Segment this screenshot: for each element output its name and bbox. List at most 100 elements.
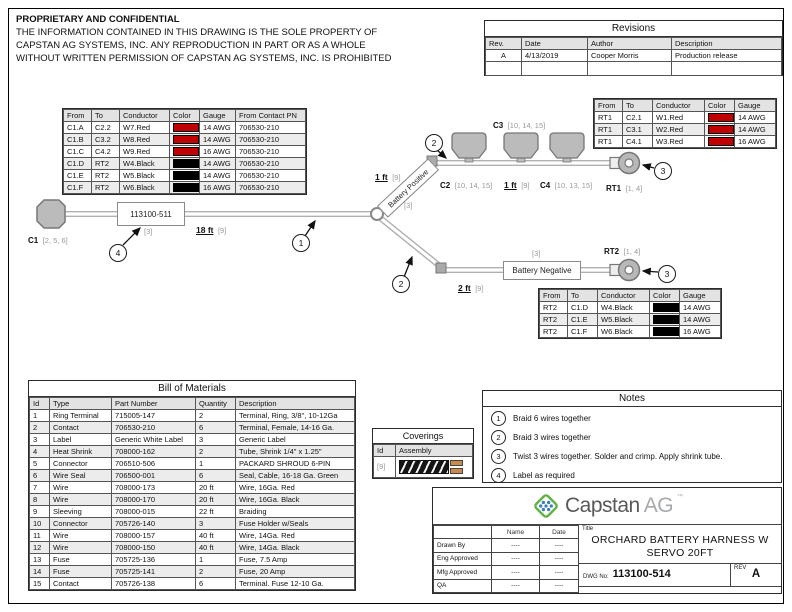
title-block: Capstan AG ™ Name Date Drawn By ---- ---- … bbox=[432, 487, 782, 594]
cell-from: RT2 bbox=[539, 313, 568, 326]
wire-row: C1.E RT2 W5.Black 14 AWG 706530-210 bbox=[63, 169, 306, 182]
cell-quantity: 6 bbox=[195, 576, 236, 590]
cell-quantity: 3 bbox=[195, 516, 236, 530]
covering-row: [9] bbox=[373, 455, 473, 478]
cell-description: Wire, 16Ga. Black bbox=[235, 492, 355, 506]
dwg-number: 113100-514 bbox=[612, 567, 671, 580]
cell-approval-date: ---- bbox=[539, 565, 579, 580]
note-item: 3 Twist 3 wires together. Solder and cri… bbox=[491, 448, 781, 464]
cell-conductor: W2.Red bbox=[652, 123, 705, 136]
col-conductor: Conductor bbox=[652, 99, 705, 112]
cell-to: RT2 bbox=[91, 181, 120, 194]
cell-gauge: 14 AWG bbox=[199, 157, 236, 170]
color-swatch bbox=[708, 125, 734, 134]
cell-approval-name: ---- bbox=[491, 578, 540, 594]
bom-row: 3 Label Generic White Label 3 Generic La… bbox=[29, 432, 355, 446]
label-rt1: RT1 [1, 4] bbox=[606, 184, 643, 193]
cell-id: 8 bbox=[29, 492, 50, 506]
proprietary-line: CAPSTAN AG SYSTEMS, INC. ANY REPRODUCTIO… bbox=[16, 40, 366, 51]
cell-id: 9 bbox=[29, 504, 50, 518]
col-date: Date bbox=[539, 524, 579, 540]
arrow-callout-4 bbox=[122, 227, 141, 246]
title-block-body: Name Date Drawn By ---- ---- Eng Approve… bbox=[433, 524, 781, 594]
color-swatch bbox=[653, 327, 679, 336]
cell-type: Wire bbox=[49, 540, 112, 554]
cell-color bbox=[649, 325, 680, 338]
label-c1: C1 [2, 5, 6] bbox=[28, 236, 68, 245]
cell-gauge: 14 AWG bbox=[199, 133, 236, 146]
dwg-number-cell: DWG No: 113100-514 bbox=[579, 564, 730, 586]
fuse-holder-c2 bbox=[451, 132, 487, 163]
note-number-circle: 4 bbox=[491, 467, 506, 483]
cell-to: C2.1 bbox=[622, 111, 653, 124]
col-description: Description bbox=[235, 396, 355, 410]
cell-description: Fuse, 20 Amp bbox=[235, 564, 355, 578]
rt1-table: From To Conductor Color Gauge RT1 C2.1 W… bbox=[594, 99, 776, 148]
cell-quantity: 40 ft bbox=[195, 540, 236, 554]
cell-from: C1.E bbox=[63, 169, 92, 182]
c1-wire-rows: C1.A C2.2 W7.Red 14 AWG 706530-210 C1.B … bbox=[63, 121, 306, 194]
cell-approval-date: ---- bbox=[539, 578, 579, 594]
label-rt2: RT2 [1, 4] bbox=[604, 247, 641, 256]
cell-description: Terminal, Ring, 3/8", 10-12Ga bbox=[235, 408, 355, 422]
callout-4: 4 bbox=[109, 244, 127, 262]
cell-approval-name: ---- bbox=[491, 565, 540, 580]
dim-positive: 1 ft [9] bbox=[375, 172, 401, 182]
color-swatch bbox=[708, 113, 734, 122]
cell-to: C4.2 bbox=[91, 145, 120, 158]
cell-color bbox=[169, 169, 200, 182]
cell-part-number: 705725-141 bbox=[111, 564, 196, 578]
col-author: Author bbox=[587, 36, 672, 50]
cell-description: Seal, Cable, 16-18 Ga. Green bbox=[235, 468, 355, 482]
cell-pn: 706530-210 bbox=[235, 145, 306, 158]
cell-id: 13 bbox=[29, 552, 50, 566]
cell-quantity: 40 ft bbox=[195, 528, 236, 542]
note-text: Braid 3 wires together bbox=[513, 432, 591, 442]
rev-value: A bbox=[751, 568, 761, 580]
cell-gauge: 16 AWG bbox=[199, 145, 236, 158]
wire-row: C1.C C4.2 W9.Red 16 AWG 706530-210 bbox=[63, 145, 306, 158]
wire-row: RT2 C1.F W6.Black 16 AWG bbox=[539, 325, 721, 338]
bend-square-negative bbox=[435, 262, 447, 274]
approval-row: Mfg Approved ---- ---- bbox=[433, 565, 579, 580]
bom-row: 13 Fuse 705725-136 1 Fuse, 7.5 Amp bbox=[29, 552, 355, 566]
dim-mid: 1 ft [9] bbox=[504, 180, 530, 190]
capstan-diamond-icon bbox=[534, 494, 558, 518]
bom-row: 1 Ring Terminal 715005-147 2 Terminal, R… bbox=[29, 408, 355, 422]
cell-description: Fuse, 7.5 Amp bbox=[235, 552, 355, 566]
cell-conductor: W6.Black bbox=[597, 325, 650, 338]
cell-to: C3.2 bbox=[91, 133, 120, 146]
cell-description: Generic Label bbox=[235, 432, 355, 446]
wire-battery-negative-diagonal bbox=[377, 214, 443, 270]
rt1-table-panel: From To Conductor Color Gauge RT1 C2.1 W… bbox=[593, 98, 777, 149]
cell-part-number: 705726-138 bbox=[111, 576, 196, 590]
col-conductor: Conductor bbox=[119, 109, 170, 122]
cell-color bbox=[169, 181, 200, 194]
color-swatch bbox=[173, 147, 199, 156]
col-from: From bbox=[539, 289, 568, 302]
cell-type: Fuse bbox=[49, 564, 112, 578]
cell-type: Contact bbox=[49, 576, 112, 590]
drawing-title: ORCHARD BATTERY HARNESS W SERVO 20FT bbox=[591, 534, 769, 559]
cell-gauge: 14 AWG bbox=[734, 123, 776, 136]
battery-positive-ref: [3] bbox=[404, 201, 413, 210]
dim-main: 18 ft [9] bbox=[196, 225, 227, 235]
cell-description: PACKARD SHROUD 6-PIN bbox=[235, 456, 355, 470]
cell-gauge: 14 AWG bbox=[199, 169, 236, 182]
proprietary-notice: PROPRIETARY AND CONFIDENTIAL THE INFORMA… bbox=[16, 13, 436, 65]
cell-type: Wire bbox=[49, 480, 112, 494]
cell-conductor: W7.Red bbox=[119, 121, 170, 134]
ring-terminal-rt2 bbox=[609, 258, 641, 282]
header-row: Id Assembly bbox=[373, 443, 473, 457]
bom-row: 7 Wire 708000-173 20 ft Wire, 16Ga. Red bbox=[29, 480, 355, 494]
header-row: Id Type Part Number Quantity Description bbox=[29, 396, 355, 410]
title-label: Title bbox=[582, 526, 594, 532]
cell-part-number: 708000-170 bbox=[111, 492, 196, 506]
cell-to: C4.1 bbox=[622, 135, 653, 148]
cell-quantity: 6 bbox=[195, 468, 236, 482]
coverings-title: Coverings bbox=[373, 429, 473, 444]
rt1-rows: RT1 C2.1 W1.Red 14 AWG RT1 C3.1 W2.Red 1… bbox=[594, 111, 776, 148]
cell-color bbox=[169, 121, 200, 134]
label-c3: C3 [10, 14, 15] bbox=[493, 121, 546, 130]
dim-negative: 2 ft [9] bbox=[458, 283, 484, 293]
